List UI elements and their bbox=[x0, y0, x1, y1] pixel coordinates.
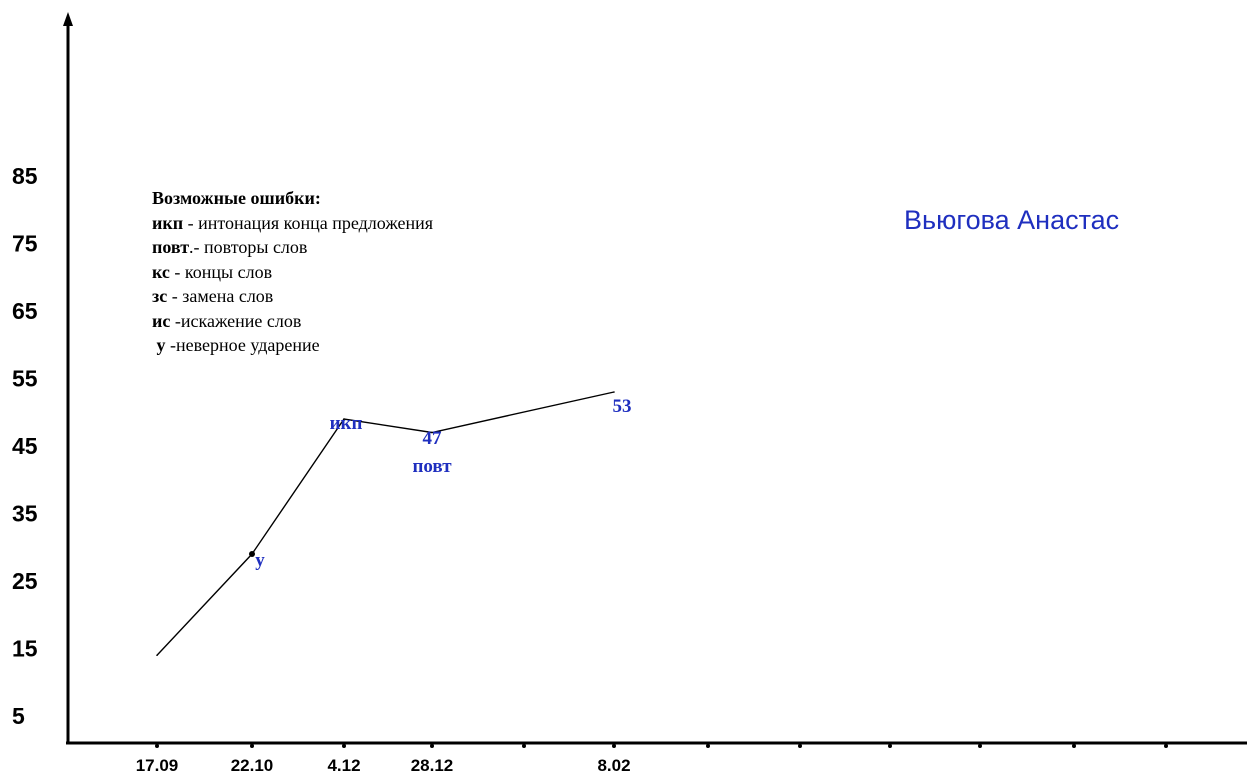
x-tick-dot bbox=[612, 744, 616, 748]
x-tick-dot bbox=[706, 744, 710, 748]
data-point bbox=[431, 431, 433, 434]
legend-title: Возможные ошибки: bbox=[152, 188, 321, 208]
x-tick-label: 4.12 bbox=[327, 756, 360, 774]
legend-abbr: кс bbox=[152, 261, 170, 282]
x-tick-dot bbox=[155, 744, 159, 748]
series-path bbox=[156, 391, 615, 656]
legend-text: -искажение слов bbox=[170, 310, 302, 331]
legend-abbr: у bbox=[156, 335, 166, 355]
x-tick-dot bbox=[1072, 744, 1076, 748]
legend-text: .- повторы слов bbox=[189, 237, 308, 257]
x-tick-dot bbox=[430, 744, 434, 748]
y-tick-label: 65 bbox=[12, 298, 38, 324]
error-annotation-label: повт bbox=[412, 456, 452, 477]
student-name: Вьюгова Анастас bbox=[904, 205, 1120, 235]
legend-abbr: повт bbox=[152, 237, 190, 257]
y-tick-label: 25 bbox=[12, 568, 38, 594]
x-tick-dot bbox=[798, 744, 802, 748]
data-point bbox=[613, 391, 615, 393]
x-tick-label: 28.12 bbox=[411, 756, 454, 774]
y-tick-label: 85 bbox=[12, 163, 38, 189]
legend-text: -неверное ударение bbox=[165, 335, 320, 355]
y-tick-label: 55 bbox=[12, 366, 38, 392]
data-point bbox=[249, 551, 255, 557]
data-value-label: 47 bbox=[423, 428, 443, 449]
data-point bbox=[343, 418, 345, 420]
legend-item: кс - концы слов bbox=[152, 260, 433, 285]
data-point bbox=[156, 654, 158, 657]
legend-text: - замена слов bbox=[167, 286, 274, 306]
x-tick-dot bbox=[250, 744, 254, 748]
x-tick-dot bbox=[888, 744, 892, 748]
y-tick-label: 75 bbox=[12, 231, 38, 257]
x-tick-dot bbox=[522, 744, 526, 748]
legend-item: у -неверное ударение bbox=[152, 333, 433, 358]
x-tick-dot bbox=[1164, 744, 1168, 748]
error-annotation-label: у bbox=[255, 550, 265, 571]
y-tick-label: 15 bbox=[12, 636, 38, 662]
axes bbox=[63, 12, 1247, 745]
x-tick-dot bbox=[342, 744, 346, 748]
legend-item: икп - интонация конца предложения bbox=[152, 211, 433, 236]
x-tick-dot bbox=[978, 744, 982, 748]
data-value-label: 53 bbox=[613, 396, 632, 417]
series-line bbox=[156, 391, 615, 657]
x-tick-label: 8.02 bbox=[597, 756, 630, 774]
legend-abbr: зс bbox=[152, 286, 168, 306]
y-tick-labels: 5 15 25 35 45 55 65 75 85 bbox=[12, 163, 38, 729]
legend-abbr: икп bbox=[152, 212, 184, 233]
error-annotation-label: икп bbox=[330, 413, 363, 434]
y-tick-label: 35 bbox=[12, 501, 38, 527]
legend-item: повт.- повторы слов bbox=[152, 235, 433, 260]
error-legend: Возможные ошибки: икп - интонация конца … bbox=[152, 186, 433, 358]
x-tick-labels: 17.09 22.10 4.12 28.12 8.02 bbox=[136, 744, 1168, 774]
legend-item: зс - замена слов bbox=[152, 284, 433, 309]
legend-text: - концы слов bbox=[169, 261, 273, 282]
x-tick-label: 17.09 bbox=[136, 756, 179, 774]
legend-abbr: ис bbox=[152, 310, 171, 331]
y-tick-label: 5 bbox=[12, 703, 25, 729]
y-axis-arrow bbox=[63, 12, 73, 26]
x-tick-label: 22.10 bbox=[231, 756, 274, 774]
legend-text: - интонация конца предложения bbox=[183, 212, 434, 233]
annotations: у икп 47 повт 53 bbox=[255, 396, 631, 571]
y-tick-label: 45 bbox=[12, 433, 38, 459]
legend-item: ис -искажение слов bbox=[152, 309, 433, 334]
